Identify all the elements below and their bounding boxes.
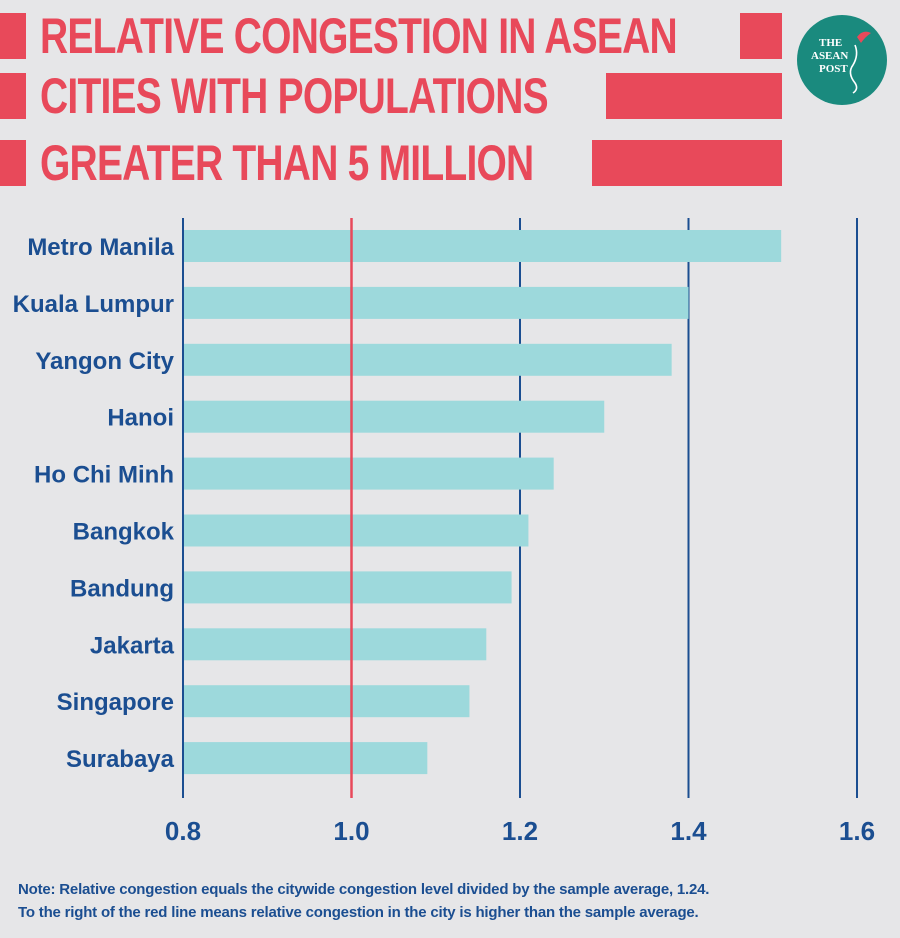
category-label: Ho Chi Minh [34, 462, 174, 489]
logo-feather-icon [849, 44, 858, 94]
title-bar-left [0, 13, 26, 59]
bar [184, 742, 428, 775]
title-bar-right [592, 140, 782, 186]
title-bar-left [0, 140, 26, 186]
bar [184, 343, 672, 376]
category-label: Bandung [70, 575, 174, 602]
chart-title-line-2: CITIES WITH POPULATIONS [40, 68, 549, 124]
bar [184, 685, 470, 718]
bar [184, 514, 529, 547]
title-bar-left [0, 73, 26, 119]
category-label: Bangkok [73, 519, 175, 546]
the-asean-post-logo: THE ASEAN POST [797, 15, 887, 105]
x-tick-label: 0.8 [165, 816, 201, 846]
title-bar-right [740, 13, 782, 59]
title-line-3: GREATER THAN 5 MILLION [0, 135, 580, 191]
category-label: Yangon City [35, 348, 174, 375]
bar [184, 457, 554, 490]
category-label: Kuala Lumpur [13, 291, 174, 318]
footnote: Note: Relative congestion equals the cit… [18, 878, 709, 924]
category-label: Hanoi [107, 405, 174, 432]
category-labels: Metro Manila Kuala Lumpur Yangon City Hanoi… [13, 234, 175, 773]
chart-title-line-1: RELATIVE CONGESTION IN ASEAN [40, 8, 678, 64]
footnote-line-1: Note: Relative congestion equals the cit… [18, 881, 710, 898]
bar [184, 628, 487, 661]
bar-chart: Metro Manila Kuala Lumpur Yangon City Hanoi… [13, 218, 875, 846]
title-bar-right [606, 73, 782, 119]
logo-bird-icon [857, 31, 871, 43]
category-label: Surabaya [66, 746, 175, 773]
title-line-1: RELATIVE CONGESTION IN ASEAN [0, 8, 740, 64]
category-label: Singapore [57, 689, 174, 716]
bar [184, 571, 512, 604]
x-tick-label: 1.4 [670, 816, 707, 846]
logo-text-asean: ASEAN [811, 50, 848, 62]
logo-text-the: THE [819, 37, 842, 49]
logo-text-post: POST [819, 63, 848, 75]
x-tick-label: 1.2 [502, 816, 538, 846]
bar [184, 230, 782, 262]
chart-title-line-3: GREATER THAN 5 MILLION [40, 135, 534, 191]
category-label: Metro Manila [27, 234, 174, 261]
x-axis-tick-labels: 0.8 1.0 1.2 1.4 1.6 [165, 816, 875, 846]
footnote-line-2: To the right of the red line means relat… [18, 904, 699, 921]
bar [184, 286, 689, 319]
x-tick-label: 1.0 [333, 816, 369, 846]
bars [184, 230, 782, 775]
bar [184, 400, 605, 433]
title-line-2: CITIES WITH POPULATIONS [0, 68, 600, 124]
x-tick-label: 1.6 [839, 816, 875, 846]
category-label: Jakarta [90, 632, 175, 659]
